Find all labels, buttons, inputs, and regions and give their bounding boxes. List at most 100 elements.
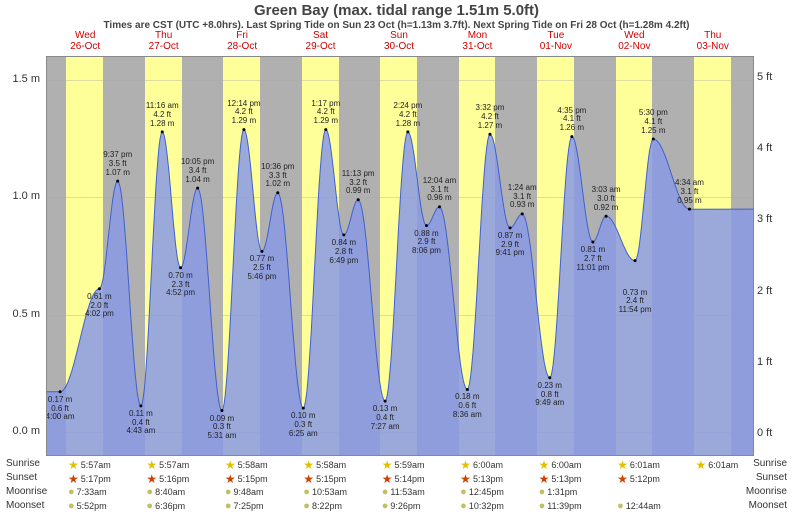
sunset-time: 5:13pm [473, 474, 503, 484]
sunset-icon: ★ [382, 472, 393, 486]
sunrise-cell: ★6:00am [460, 458, 503, 472]
y-tick-right: 2 ft [757, 285, 772, 297]
y-tick-left: 0.0 m [12, 425, 40, 437]
y-tick-left: 1.0 m [12, 190, 40, 202]
sunrise-time: 5:58am [238, 460, 268, 470]
moonrise-icon: ● [146, 486, 153, 498]
sunrise-icon: ★ [68, 458, 79, 472]
moonset-cell: ●7:25pm [225, 500, 264, 512]
sunrise-time: 5:57am [159, 460, 189, 470]
sunrise-cell: ★5:59am [382, 458, 425, 472]
sunset-time: 5:15pm [316, 474, 346, 484]
day-header: Wed26-Oct [46, 30, 124, 52]
moonrise-cell: ●11:53am [382, 486, 425, 498]
sunrise-time: 5:58am [316, 460, 346, 470]
sunset-time: 5:14pm [395, 474, 425, 484]
sunrise-cell: ★5:57am [68, 458, 111, 472]
y-tick-right: 0 ft [757, 427, 772, 439]
sunrise-icon: ★ [382, 458, 393, 472]
moonrise-icon: ● [382, 486, 389, 498]
sunrise-cell: ★5:58am [303, 458, 346, 472]
y-tick-right: 3 ft [757, 213, 772, 225]
sunrise-cell: ★5:58am [225, 458, 268, 472]
moonset-icon: ● [225, 500, 232, 512]
moonrise-cell: ●8:40am [146, 486, 185, 498]
sunrise-icon: ★ [225, 458, 236, 472]
moonset-icon: ● [460, 500, 467, 512]
y-tick-left: 0.5 m [12, 308, 40, 320]
plot-area: 0.17 m0.6 ft4:00 am0.61 m2.0 ft4:02 pm9:… [46, 56, 754, 456]
moonset-cell: ●8:22pm [303, 500, 342, 512]
sunset-cell: ★5:16pm [146, 472, 189, 486]
moonset-time: 7:25pm [234, 501, 264, 511]
sunset-icon: ★ [225, 472, 236, 486]
sunset-cell: ★5:13pm [460, 472, 503, 486]
y-tick-right: 1 ft [757, 356, 772, 368]
sunrise-icon: ★ [146, 458, 157, 472]
moonset-time: 12:44am [626, 501, 661, 511]
sunset-cell: ★5:15pm [225, 472, 268, 486]
tide-svg [47, 57, 753, 455]
moonset-icon: ● [68, 500, 75, 512]
day-header: Wed02-Nov [595, 30, 673, 52]
moonrise-cell: ●12:45pm [460, 486, 504, 498]
sunset-label-left: Sunset [6, 472, 37, 483]
moonset-label-right: Moonset [749, 500, 787, 511]
day-header: Tue01-Nov [517, 30, 595, 52]
day-header: Thu03-Nov [674, 30, 752, 52]
sunset-icon: ★ [539, 472, 550, 486]
sunrise-cell: ★6:00am [539, 458, 582, 472]
moonrise-icon: ● [460, 486, 467, 498]
sunset-time: 5:16pm [159, 474, 189, 484]
chart-title: Green Bay (max. tidal range 1.51m 5.0ft) [254, 2, 539, 19]
sunrise-time: 6:01am [708, 460, 738, 470]
moonset-time: 11:39pm [547, 501, 581, 511]
y-axis-left: 0.0 m0.5 m1.0 m1.5 m [0, 56, 44, 454]
sunrise-time: 5:59am [395, 460, 425, 470]
sunrise-icon: ★ [303, 458, 314, 472]
sunrise-icon: ★ [460, 458, 471, 472]
moonset-time: 8:22pm [312, 501, 342, 511]
moonrise-label-right: Moonrise [746, 486, 787, 497]
sunrise-icon: ★ [539, 458, 550, 472]
day-header: Fri28-Oct [203, 30, 281, 52]
sunset-cell: ★5:12pm [617, 472, 660, 486]
sunset-icon: ★ [68, 472, 79, 486]
moonset-icon: ● [539, 500, 546, 512]
sunset-icon: ★ [146, 472, 157, 486]
moonrise-cell: ●7:33am [68, 486, 107, 498]
sunset-time: 5:15pm [238, 474, 268, 484]
sunset-icon: ★ [460, 472, 471, 486]
moonrise-cell: ●10:53am [303, 486, 347, 498]
moonset-cell: ●11:39pm [539, 500, 582, 512]
moonset-cell: ●5:52pm [68, 500, 107, 512]
moonset-icon: ● [146, 500, 153, 512]
sunrise-time: 6:00am [551, 460, 581, 470]
y-tick-right: 4 ft [757, 142, 772, 154]
sunset-cell: ★5:14pm [382, 472, 425, 486]
sunrise-cell: ★6:01am [696, 458, 739, 472]
moonset-icon: ● [303, 500, 310, 512]
sunrise-cell: ★5:57am [146, 458, 189, 472]
moonrise-icon: ● [539, 486, 546, 498]
moonset-cell: ●12:44am [617, 500, 661, 512]
sunrise-icon: ★ [617, 458, 628, 472]
day-header: Sat29-Oct [282, 30, 360, 52]
sunset-label-right: Sunset [756, 472, 787, 483]
moonrise-cell: ●1:31pm [539, 486, 578, 498]
moonset-time: 9:26pm [390, 501, 420, 511]
moonset-icon: ● [617, 500, 624, 512]
y-tick-right: 5 ft [757, 71, 772, 83]
moonset-time: 6:36pm [155, 501, 185, 511]
y-axis-right: 0 ft 1 ft 2 ft 3 ft 4 ft 5 ft [753, 56, 793, 454]
sunrise-time: 6:00am [473, 460, 503, 470]
moonset-icon: ● [382, 500, 389, 512]
sunset-icon: ★ [617, 472, 628, 486]
sunset-time: 5:13pm [551, 474, 581, 484]
day-header: Mon31-Oct [438, 30, 516, 52]
day-header: Thu27-Oct [125, 30, 203, 52]
moonrise-icon: ● [68, 486, 75, 498]
moonrise-time: 7:33am [77, 487, 107, 497]
sunrise-icon: ★ [696, 458, 707, 472]
moonset-label-left: Moonset [6, 500, 44, 511]
